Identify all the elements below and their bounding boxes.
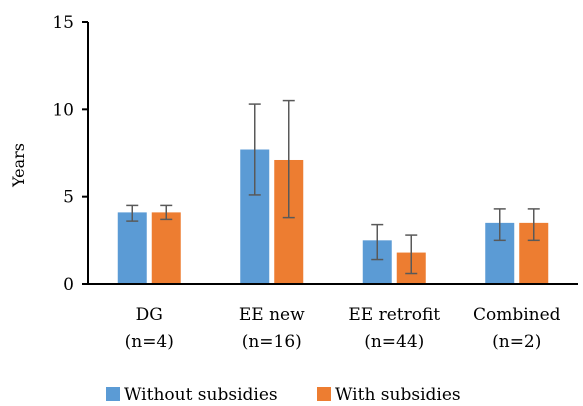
bar-with-subsidies (151, 212, 181, 284)
x-tick-label: DG (136, 305, 163, 325)
legend-swatch (317, 387, 331, 401)
x-tick-sublabel: (n=16) (242, 332, 302, 352)
y-axis: 0 5 10 15 (52, 13, 88, 295)
y-tick-label: 5 (63, 188, 74, 208)
x-tick-sublabel: (n=2) (492, 332, 541, 352)
legend-swatch (106, 387, 120, 401)
legend: Without subsidies With subsidies (106, 385, 461, 405)
x-tick-label: Combined (473, 305, 561, 325)
bars (117, 149, 549, 284)
error-bars (126, 99, 540, 275)
y-tick-label: 0 (63, 275, 74, 295)
y-axis-title: Years (9, 143, 28, 188)
x-tick-label: EE new (239, 305, 305, 325)
y-tick-label: 10 (52, 100, 74, 120)
x-tick-label: EE retrofit (348, 305, 440, 325)
x-axis-labels: DG (n=4) EE new (n=16) EE retrofit (n=44) Comb… (125, 305, 561, 352)
legend-label: With subsidies (335, 385, 461, 405)
x-tick-sublabel: (n=4) (125, 332, 174, 352)
bar-without-subsidies (117, 212, 147, 284)
x-tick-sublabel: (n=44) (364, 332, 424, 352)
y-tick-label: 15 (52, 13, 74, 33)
legend-label: Without subsidies (124, 385, 278, 405)
